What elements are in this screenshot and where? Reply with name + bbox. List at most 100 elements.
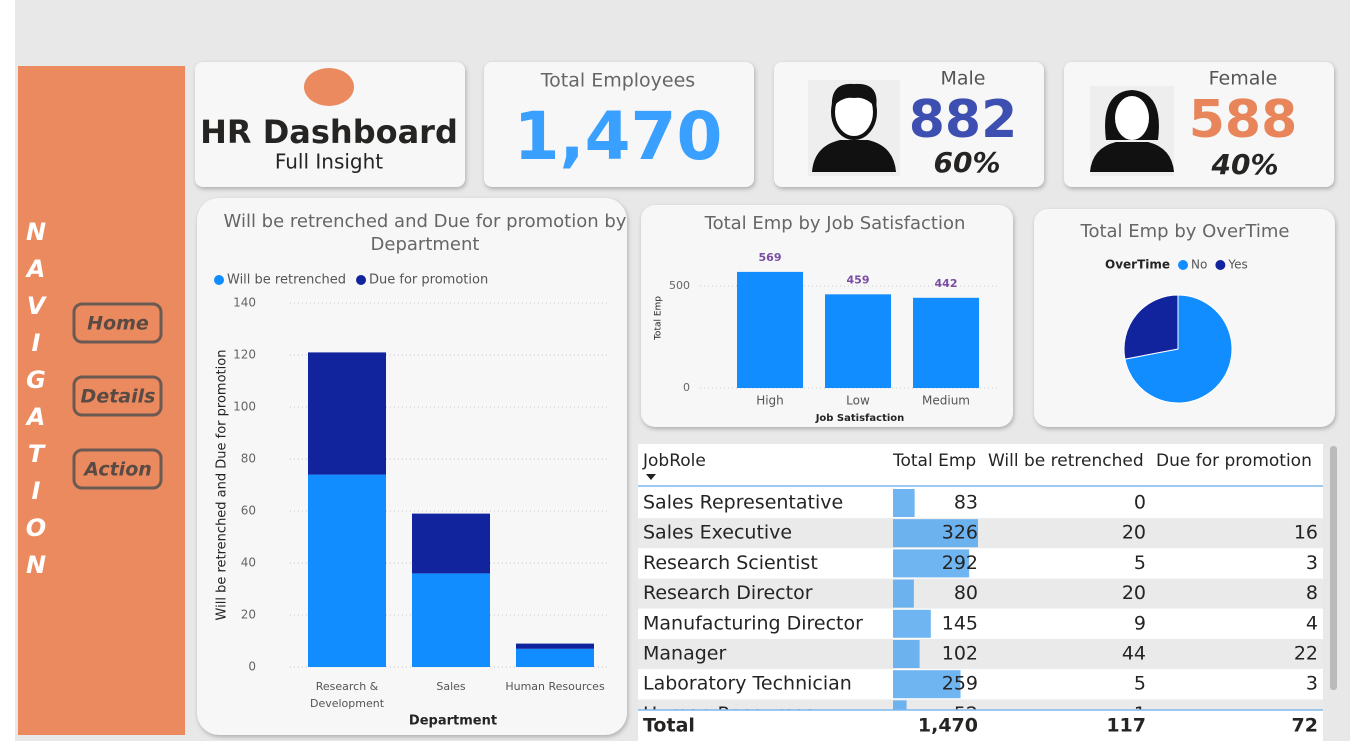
male-value: 882 (909, 90, 1018, 150)
female-label: Female (1209, 68, 1278, 90)
data-label: 569 (759, 251, 782, 264)
male-icon (808, 80, 900, 176)
bar-segment (516, 648, 594, 667)
table-cell: Laboratory Technician (643, 673, 852, 695)
total-emp-bar (893, 640, 920, 668)
row-bg (638, 578, 1323, 609)
y-tick-label: 0 (248, 660, 256, 674)
table-cell: 102 (942, 643, 978, 665)
bar (737, 271, 803, 388)
legend-label: Will be retrenched (227, 273, 346, 288)
nav-button[interactable] (72, 375, 163, 417)
table-cell: 5 (1134, 552, 1146, 574)
legend-marker (1178, 260, 1189, 270)
legend-marker (214, 275, 224, 285)
table-cell: 16 (1294, 522, 1318, 544)
y-tick-label: 60 (241, 504, 256, 518)
total-emp-bar (893, 670, 961, 699)
table-cell: 3 (1306, 552, 1318, 574)
total-emp-bar (893, 489, 915, 517)
total-cell: 117 (1106, 715, 1146, 737)
y-tick-label: 500 (669, 279, 690, 292)
nav-button-label[interactable]: Details (81, 386, 156, 408)
scrollbar[interactable] (1330, 446, 1337, 690)
table-cell: 80 (954, 582, 978, 604)
table-cell: Manager (643, 643, 726, 665)
row-bg (638, 669, 1323, 700)
y-tick-label: 40 (241, 556, 256, 570)
column-header: Due for promotion (1156, 451, 1312, 471)
table-cell: 83 (954, 492, 978, 514)
nav-title: NAVIGATION (22, 218, 50, 588)
y-tick-label: 100 (233, 400, 256, 414)
department-panel (197, 198, 627, 735)
y-tick-label: 80 (241, 452, 256, 466)
sort-arrow[interactable] (646, 474, 656, 480)
x-tick-label-box: Sales (436, 680, 465, 693)
total-label: Total Employees (540, 70, 695, 92)
legend-label: Due for promotion (369, 273, 488, 288)
y-tick-label: 0 (683, 381, 690, 394)
chart-title: Will be retrenched and Due for promotion… (223, 211, 627, 255)
column-header: Total Emp (892, 451, 976, 471)
total-emp-bar (893, 609, 931, 638)
nav-button-label[interactable]: Action (82, 459, 152, 481)
x-tick-label: Low (846, 394, 870, 408)
legend-label: Yes (1227, 258, 1247, 272)
y-axis-label: Total Emp (654, 296, 664, 341)
row-bg (638, 488, 1323, 518)
table-cell: 9 (1134, 612, 1146, 634)
total-cell: 72 (1292, 715, 1318, 737)
column-header: Will be retrenched (988, 451, 1144, 471)
table-cell: 44 (1122, 643, 1146, 665)
y-tick-label: 20 (241, 608, 256, 622)
table-cell: Research Director (643, 582, 813, 604)
y-tick-label: 120 (233, 348, 256, 362)
x-tick-label-box: Research & Development (310, 680, 384, 710)
data-label: 459 (847, 273, 870, 286)
bar-segment (412, 513, 490, 574)
legend-marker (1215, 260, 1226, 270)
table-cell: 259 (942, 673, 978, 695)
table-cell: 292 (942, 552, 978, 574)
row-bg (638, 518, 1323, 549)
total-cell: 1,470 (918, 715, 978, 737)
legend-label: No (1191, 258, 1207, 272)
bar (825, 294, 891, 388)
nav-button[interactable] (72, 302, 163, 344)
x-tick-label-box: Human Resources (505, 680, 605, 693)
nav-button[interactable] (72, 448, 163, 490)
female-icon (1090, 86, 1174, 176)
bar-segment (308, 352, 386, 475)
total-emp-bar (893, 519, 978, 548)
chart-title-box: Will be retrenched and Due for promotion… (223, 211, 627, 255)
legend-marker (356, 275, 367, 285)
data-label: 442 (935, 277, 958, 290)
table-cell: Sales Executive (643, 522, 792, 544)
x-axis-label: Department (409, 714, 497, 729)
chart-title: Total Emp by OverTime (1080, 221, 1290, 242)
female-value: 588 (1189, 90, 1298, 150)
x-tick-label: Medium (922, 394, 970, 408)
bar (913, 297, 979, 388)
y-tick-label: 140 (233, 296, 256, 310)
male-share: 60% (933, 146, 1000, 179)
x-tick-label: Human Resources (505, 680, 605, 693)
row-bg (638, 548, 1323, 579)
table-cell: 8 (1306, 582, 1318, 604)
total-card (484, 62, 754, 187)
nav-button-label[interactable]: Home (87, 313, 149, 335)
dashboard-title: HR Dashboard (200, 113, 458, 151)
total-row-bg (638, 710, 1323, 741)
legend-title: OverTime (1105, 258, 1170, 272)
bar-segment (308, 474, 386, 667)
table-cell: 326 (942, 522, 978, 544)
table-cell: 20 (1122, 582, 1146, 604)
bar-segment (516, 643, 594, 649)
female-share: 40% (1210, 148, 1278, 181)
chart-title-box: Total Emp by Job Satisfaction (705, 213, 966, 234)
dashboard-subtitle: Full Insight (275, 150, 383, 174)
